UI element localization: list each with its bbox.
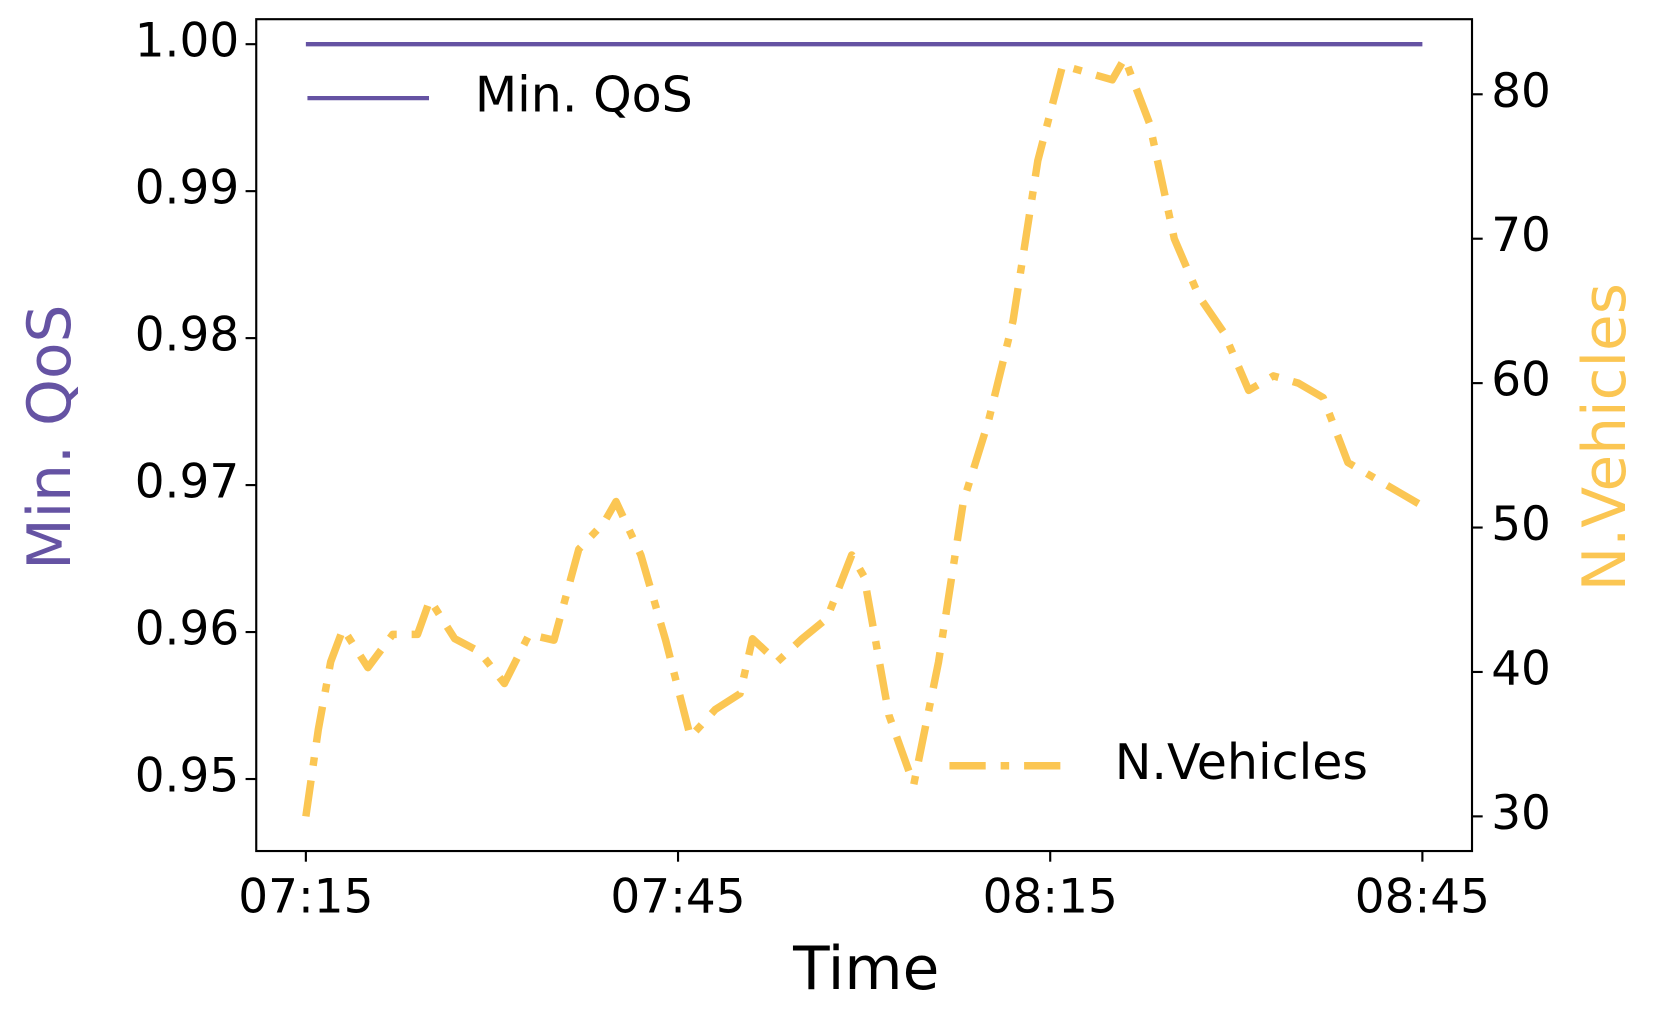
x-tick-label: 08:15: [983, 870, 1118, 925]
x-axis-label: Time: [792, 935, 939, 1004]
y-axis-label: Min. QoS: [16, 305, 85, 570]
x-tick-label: 07:15: [238, 870, 373, 925]
y-tick-label: 1.00: [135, 14, 239, 69]
y2-tick-label: 50: [1491, 497, 1551, 552]
y2-tick-label: 70: [1491, 208, 1551, 263]
y2-axis-label: N.Vehicles: [1571, 283, 1640, 591]
y2-tick-label: 80: [1491, 64, 1551, 119]
legend-label: Min. QoS: [475, 66, 693, 124]
y-tick-label: 0.99: [135, 161, 239, 216]
y2-tick-label: 60: [1491, 353, 1551, 408]
y2-tick-label: 40: [1491, 641, 1551, 696]
y-tick-label: 0.96: [135, 602, 239, 657]
plot-frame: [255, 18, 1474, 853]
legend-label: N.Vehicles: [1115, 733, 1368, 791]
y-tick-label: 0.97: [135, 455, 239, 510]
x-tick-label: 07:45: [610, 870, 745, 925]
y-tick-label: 0.98: [135, 308, 239, 363]
y2-tick-label: 30: [1491, 786, 1551, 841]
series-line: [302, 54, 1425, 817]
y-tick-label: 0.95: [135, 749, 239, 804]
x-tick-label: 08:45: [1355, 870, 1490, 925]
